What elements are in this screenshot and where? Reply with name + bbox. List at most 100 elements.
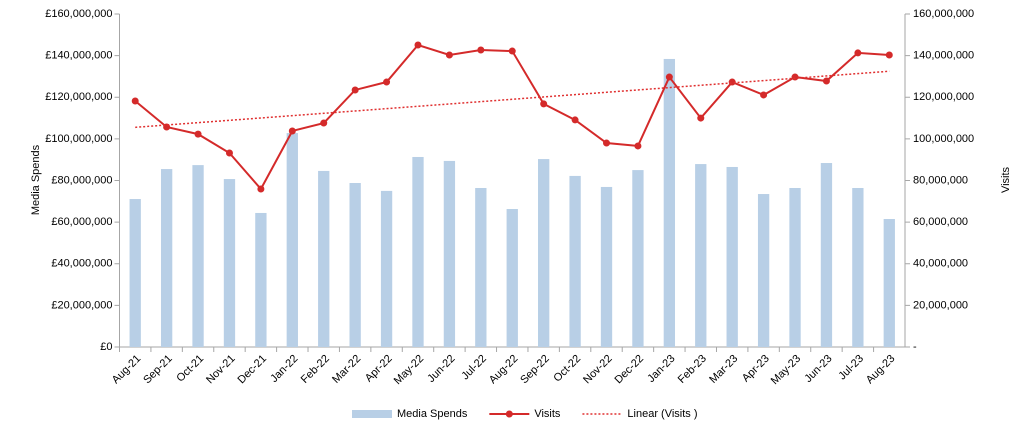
x-tick-label: Oct-22: [551, 353, 583, 385]
trendline: [135, 70, 890, 129]
x-tick-label: May-23: [769, 353, 803, 387]
marker: [540, 100, 548, 108]
marker: [791, 73, 799, 81]
marker: [288, 127, 296, 135]
line: [134, 43, 890, 191]
bar: [380, 190, 393, 347]
y2-tick-label: 20,000,000: [913, 299, 968, 311]
x-tick-label: Jan-22: [268, 353, 300, 385]
bar: [632, 170, 644, 347]
y-tick-label: £140,000,000: [45, 50, 112, 62]
marker: [697, 114, 705, 122]
x-tick-label: Jan-23: [645, 353, 677, 385]
y2-tick-label: 100,000,000: [913, 133, 974, 145]
bar: [852, 187, 864, 347]
marker: [508, 47, 516, 55]
bar: [129, 199, 141, 347]
bar: [883, 219, 895, 347]
legend-marker: [505, 410, 513, 418]
bar: [695, 164, 707, 347]
y2-tick-label: 120,000,000: [913, 91, 974, 103]
y2-tick-label: -: [913, 341, 917, 353]
bar: [757, 194, 770, 347]
bar: [475, 187, 487, 347]
x-tick-label: Dec-22: [613, 353, 647, 387]
x-tick-label: Jul-23: [836, 353, 866, 383]
bar: [318, 170, 330, 347]
marker: [822, 77, 830, 85]
y2-tick-label: 160,000,000: [913, 8, 974, 20]
x-tick-label: Apr-22: [363, 353, 395, 385]
bar: [192, 165, 204, 347]
y2-axis-title: Visits: [1000, 166, 1012, 193]
marker: [603, 139, 611, 147]
marker: [320, 119, 328, 127]
y2-tick-label: 140,000,000: [913, 50, 974, 62]
x-tick-label: Aug-23: [864, 353, 898, 387]
x-tick-label: Nov-21: [204, 353, 238, 387]
bar: [223, 179, 236, 347]
marker: [351, 86, 359, 94]
bar: [443, 160, 456, 347]
y-tick-label: £20,000,000: [51, 299, 112, 311]
bar: [255, 212, 267, 347]
marker: [445, 51, 453, 59]
y-tick-label: £100,000,000: [45, 133, 112, 145]
marker: [383, 78, 391, 86]
x-tick-label: Nov-22: [581, 353, 615, 387]
bar: [820, 163, 833, 347]
marker: [257, 185, 265, 193]
bar: [569, 175, 581, 347]
bar: [286, 133, 298, 347]
marker: [665, 73, 673, 81]
marker: [760, 91, 768, 99]
bar: [663, 58, 676, 348]
y-tick-label: £80,000,000: [51, 174, 112, 186]
marker: [634, 142, 642, 150]
x-tick-label: Sep-21: [141, 353, 175, 387]
marker: [225, 149, 233, 157]
marker: [131, 97, 139, 105]
marker: [854, 49, 862, 57]
x-tick-label: Aug-21: [110, 353, 144, 387]
x-tick-label: Jun-22: [425, 353, 457, 385]
bar: [600, 186, 613, 347]
legend-swatch: [352, 410, 392, 418]
y-tick-label: £160,000,000: [45, 8, 112, 20]
bar: [506, 209, 518, 347]
marker: [414, 41, 422, 49]
x-tick-label: Jul-22: [459, 353, 489, 383]
y-tick-label: £0: [100, 341, 112, 353]
legend-label: Linear (Visits ): [627, 408, 697, 420]
x-tick-label: Jun-23: [802, 353, 834, 385]
x-tick-label: Feb-22: [299, 353, 332, 386]
bar: [160, 169, 173, 347]
x-tick-label: Dec-21: [236, 353, 270, 387]
y2-tick-label: 60,000,000: [913, 216, 968, 228]
y-tick-label: £120,000,000: [45, 91, 112, 103]
legend-label: Visits: [534, 408, 561, 420]
y-tick-label: £40,000,000: [51, 258, 112, 270]
x-tick-label: Apr-23: [740, 353, 772, 385]
y2-tick-label: 80,000,000: [913, 174, 968, 186]
x-tick-label: Oct-21: [174, 353, 206, 385]
marker: [477, 46, 485, 54]
bar: [726, 166, 738, 347]
marker: [885, 51, 893, 59]
y-tick-label: £60,000,000: [51, 216, 112, 228]
y-axis-title: Media Spends: [30, 144, 42, 215]
x-tick-label: Mar-22: [330, 353, 363, 386]
x-tick-label: Aug-22: [487, 353, 521, 387]
x-tick-label: Feb-23: [676, 353, 709, 386]
marker: [194, 130, 202, 138]
legend-label: Media Spends: [397, 408, 468, 420]
y2-tick-label: 40,000,000: [913, 258, 968, 270]
bar: [349, 182, 361, 347]
marker: [571, 116, 579, 124]
bar: [412, 156, 424, 347]
x-tick-label: May-22: [392, 353, 426, 387]
x-tick-label: Mar-23: [707, 353, 740, 386]
bar: [538, 159, 550, 347]
bar: [789, 187, 801, 347]
